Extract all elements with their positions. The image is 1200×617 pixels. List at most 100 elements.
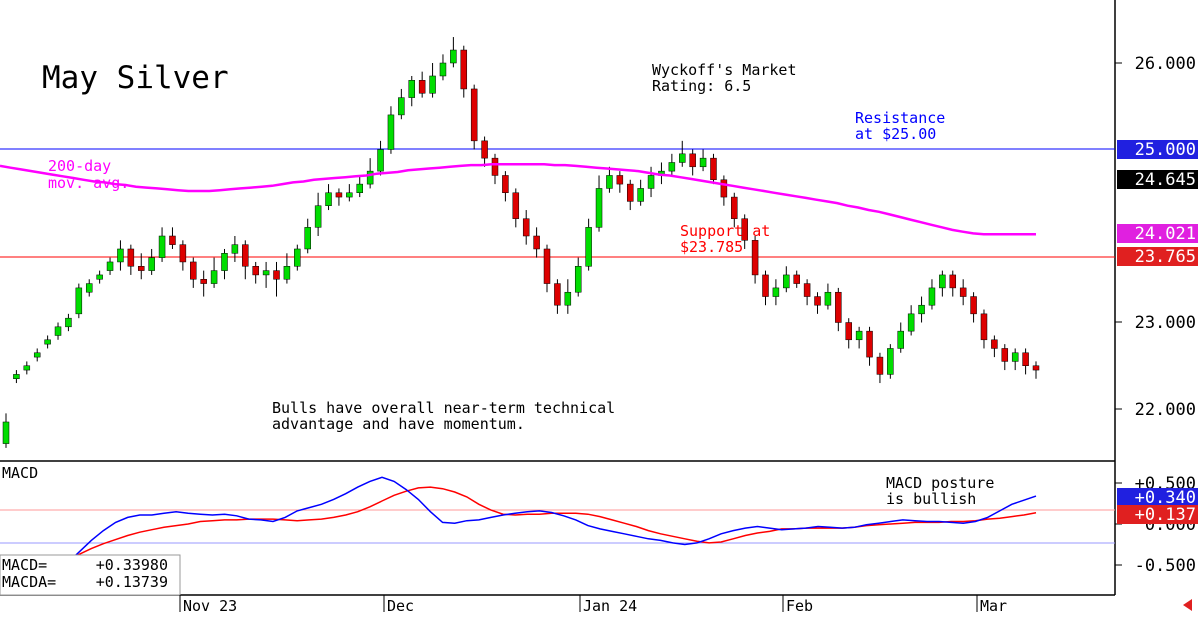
comment-line-1: Bulls have overall near-term technical <box>272 399 615 417</box>
macd-readout: MACD= +0.33980 MACDA= +0.13739 <box>0 554 181 596</box>
candle-body <box>242 244 249 267</box>
candle-body <box>356 183 363 194</box>
candle-body <box>720 179 728 198</box>
candle-body <box>169 235 176 245</box>
support-note-2: $23.785 <box>680 238 743 256</box>
resistance-price-box <box>1117 140 1198 159</box>
candle-body <box>626 183 634 202</box>
candle-body <box>751 240 759 276</box>
macda-line <box>54 486 1037 570</box>
candle-body <box>918 304 925 315</box>
x-tick-label: Jan 24 <box>583 597 637 615</box>
candle-body <box>793 274 800 284</box>
candle-body <box>522 218 530 237</box>
candle-body <box>585 227 592 267</box>
candle-body <box>595 188 603 228</box>
x-tick-label: Mar <box>980 597 1007 615</box>
candle-body <box>845 322 852 341</box>
candle-body <box>148 257 155 271</box>
candle-body <box>346 192 353 198</box>
candle-body <box>408 80 416 98</box>
x-tick-label: Dec <box>387 597 414 615</box>
candle-body <box>314 205 322 228</box>
macd-panel-title: MACD <box>2 464 38 482</box>
candle-body <box>991 339 998 349</box>
candle-body <box>231 244 239 254</box>
candle-body <box>1022 352 1029 366</box>
candle-body <box>439 62 447 77</box>
ma-note-2: mov. avg. <box>48 174 129 192</box>
candle-body <box>606 175 613 189</box>
time-axis: Nov 23 Dec Jan 24 Feb Mar <box>179 595 1007 615</box>
candle-body <box>970 296 977 315</box>
macd-note-1: MACD posture <box>886 474 994 492</box>
candle-body <box>491 157 499 176</box>
macd-value-box <box>1117 488 1198 507</box>
ma-price-box <box>1117 224 1198 243</box>
candle-body <box>127 248 135 267</box>
candle-body <box>803 283 811 297</box>
candle-body <box>574 266 582 293</box>
candle-body <box>897 330 904 349</box>
resistance-price-label: 25.000 <box>1135 140 1196 160</box>
candle-body <box>939 274 946 289</box>
candle-body <box>429 75 436 94</box>
candle-body <box>283 266 291 280</box>
resistance-note-1: Resistance <box>855 109 945 127</box>
candle-body <box>200 279 207 284</box>
macda-readout-value: +0.13739 <box>96 573 168 591</box>
price-labels: 25.000 24.645 24.021 23.765 <box>1117 140 1198 267</box>
scroll-left-icon[interactable] <box>1183 599 1192 611</box>
ma-price-label: 24.021 <box>1135 224 1196 244</box>
candle-body <box>65 317 72 328</box>
x-tick-label: Nov 23 <box>183 597 237 615</box>
candle-body <box>731 196 738 219</box>
comment-line-2: advantage and have momentum. <box>272 415 525 433</box>
candle-body <box>54 326 62 336</box>
candle-body <box>335 192 343 198</box>
candle-body <box>949 274 957 289</box>
candle-body <box>783 274 790 289</box>
candle-body <box>637 188 644 202</box>
candle-body <box>179 244 187 263</box>
macd-y-tick-label: -0.500 <box>1135 556 1196 576</box>
support-note-1: Support at <box>680 222 770 240</box>
rating-line-1: Wyckoff's Market <box>652 61 797 79</box>
candle-body <box>533 235 540 250</box>
macd-value-label: +0.340 <box>1135 488 1196 508</box>
candle-body <box>158 235 166 258</box>
candle-body <box>928 287 936 306</box>
macd-readout-value: +0.33980 <box>96 556 168 574</box>
candle-body <box>699 157 707 168</box>
last-price-label: 24.645 <box>1135 170 1196 190</box>
candle-body <box>502 175 509 193</box>
candle-body <box>210 270 218 284</box>
candle-body <box>273 270 280 280</box>
candle-body <box>190 261 197 280</box>
candle-body <box>304 227 311 250</box>
candle-body <box>138 266 145 271</box>
candle-body <box>85 283 93 293</box>
candle-body <box>325 192 332 206</box>
ma-200-line <box>0 162 1037 236</box>
macda-value-box <box>1117 505 1198 524</box>
candle-body <box>13 374 20 379</box>
resistance-note-2: at $25.00 <box>855 125 936 143</box>
candle-body <box>512 192 520 219</box>
x-tick-label: Feb <box>786 597 813 615</box>
macda-readout-label: MACDA= <box>2 573 56 591</box>
support-price-label: 23.765 <box>1135 247 1196 267</box>
y-tick-label: 22.000 <box>1135 400 1196 420</box>
candle-body <box>741 218 748 241</box>
candle-body <box>2 421 10 444</box>
candle-body <box>814 296 821 306</box>
macd-line <box>54 476 1037 574</box>
macd-price-labels: +0.340 +0.137 <box>1117 488 1198 525</box>
candle-body <box>398 97 405 116</box>
chart-title: May Silver <box>42 60 229 96</box>
candle-body <box>470 88 478 142</box>
candle-body <box>876 356 884 375</box>
candle-body <box>75 287 83 315</box>
candle-body <box>387 114 395 150</box>
